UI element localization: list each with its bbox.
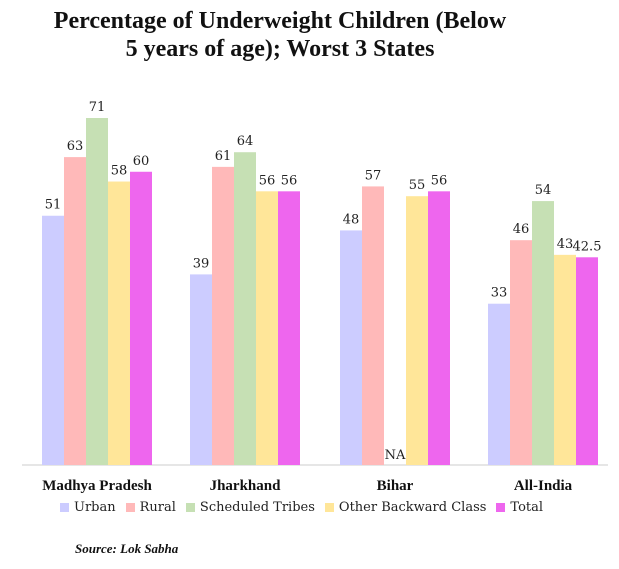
bar-all-india-other-backward-class (554, 254, 576, 465)
bar-all-india-scheduled-tribes (532, 201, 554, 465)
bar-chart: 51 63 71 58 60 Madhya Pradesh 39 61 64 56 56 Jharkh… (22, 100, 608, 494)
bar-bihar-rural (362, 186, 384, 465)
data-label-jharkhand-scheduled-tribes: 64 (237, 134, 254, 149)
data-label-madhya-pradesh-other-backward-class: 58 (111, 164, 128, 179)
legend-label-rural: Rural (139, 500, 176, 515)
category-label-madhya-pradesh: Madhya Pradesh (42, 478, 152, 494)
data-label-all-india-urban: 33 (491, 286, 508, 301)
data-label-all-india-scheduled-tribes: 54 (535, 183, 552, 198)
bar-madhya-pradesh-urban (42, 215, 64, 465)
data-label-jharkhand-rural: 61 (215, 149, 232, 164)
data-label-bihar-total: 56 (431, 173, 448, 188)
chart-title-line-1: Percentage of Underweight Children (Belo… (53, 8, 507, 34)
source-note: Source: Lok Sabha (75, 541, 179, 556)
legend-item-urban: Urban (60, 500, 116, 515)
bar-madhya-pradesh-rural (64, 157, 86, 466)
legend-item-scheduled-tribes: Scheduled Tribes (185, 500, 315, 515)
data-label-all-india-total: 42.5 (573, 239, 602, 254)
data-label-bihar-scheduled-tribes: NA (385, 448, 406, 463)
data-label-jharkhand-other-backward-class: 56 (259, 173, 276, 188)
data-label-madhya-pradesh-total: 60 (133, 154, 150, 169)
bar-all-india-total (576, 257, 598, 465)
chart-title-line-2: 5 years of age); Worst 3 States (125, 36, 435, 62)
legend-label-other-backward-class: Other Backward Class (338, 500, 487, 515)
category-label-bihar: Bihar (377, 478, 414, 494)
bar-all-india-urban (488, 303, 510, 465)
legend-label-total: Total (510, 500, 544, 515)
bar-bihar-urban (340, 230, 362, 465)
legend-swatch-total (496, 503, 506, 512)
legend-item-other-backward-class: Other Backward Class (324, 500, 487, 515)
bar-jharkhand-rural (212, 166, 234, 466)
bar-madhya-pradesh-other-backward-class (108, 181, 130, 465)
legend-swatch-urban (60, 503, 69, 512)
legend-swatch-scheduled-tribes (185, 503, 195, 512)
data-label-bihar-urban: 48 (343, 212, 360, 227)
bar-jharkhand-other-backward-class (256, 191, 278, 465)
legend-swatch-rural (125, 503, 135, 512)
data-label-madhya-pradesh-urban: 51 (45, 198, 62, 213)
legend-swatch-other-backward-class (324, 503, 334, 512)
legend-item-rural: Rural (125, 500, 176, 515)
bar-jharkhand-scheduled-tribes (234, 152, 256, 465)
data-label-all-india-rural: 46 (513, 222, 530, 237)
bar-bihar-total (428, 191, 450, 465)
data-label-all-india-other-backward-class: 43 (557, 237, 574, 252)
data-label-jharkhand-urban: 39 (193, 256, 210, 271)
legend: Urban Rural Scheduled Tribes Other Backw… (60, 500, 543, 515)
bar-madhya-pradesh-total (130, 171, 152, 465)
data-label-madhya-pradesh-scheduled-tribes: 71 (89, 100, 106, 115)
category-label-all-india: All-India (514, 478, 573, 494)
legend-item-total: Total (496, 500, 543, 515)
legend-label-urban: Urban (74, 500, 116, 515)
legend-label-scheduled-tribes: Scheduled Tribes (199, 500, 315, 515)
data-label-jharkhand-total: 56 (281, 173, 298, 188)
category-label-jharkhand: Jharkhand (210, 478, 282, 494)
bar-madhya-pradesh-scheduled-tribes (86, 118, 108, 465)
bar-all-india-rural (510, 240, 532, 465)
bar-jharkhand-total (278, 191, 300, 465)
data-label-madhya-pradesh-rural: 63 (67, 139, 84, 154)
bar-bihar-other-backward-class (406, 196, 428, 465)
data-label-bihar-rural: 57 (365, 168, 382, 183)
bar-jharkhand-urban (190, 274, 212, 465)
data-label-bihar-other-backward-class: 55 (409, 178, 426, 193)
